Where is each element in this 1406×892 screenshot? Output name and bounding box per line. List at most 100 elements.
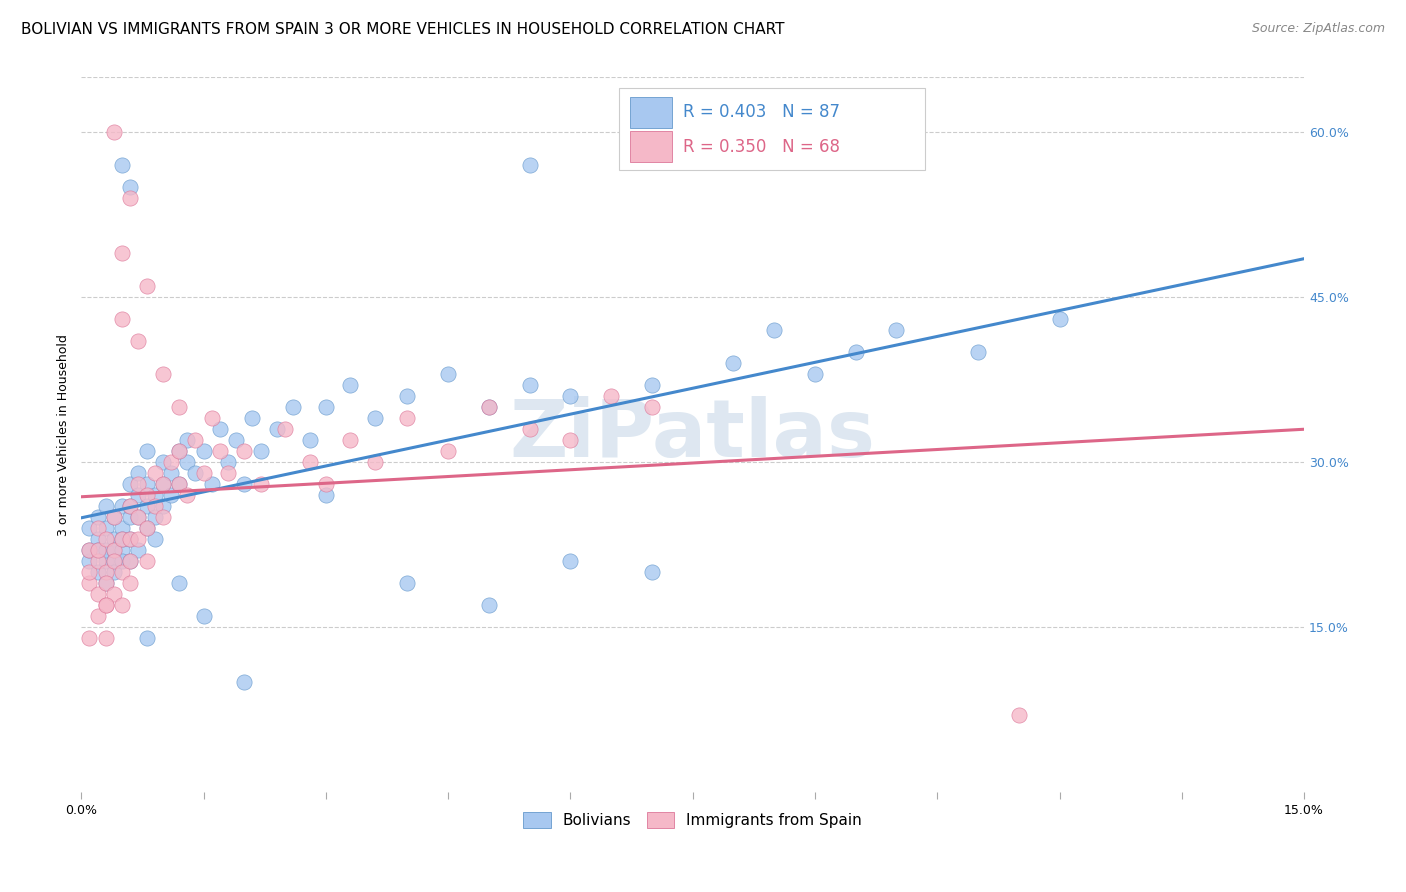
Point: [560, 554, 582, 568]
Point: [135, 279, 157, 293]
Point: [86, 532, 108, 546]
Point: [167, 477, 190, 491]
Point: [1008, 708, 1031, 723]
Point: [86, 543, 108, 558]
Point: [120, 554, 142, 568]
Point: [79, 631, 101, 645]
Point: [111, 312, 134, 326]
Point: [135, 631, 157, 645]
Point: [152, 477, 174, 491]
Y-axis label: 3 or more Vehicles in Household: 3 or more Vehicles in Household: [58, 334, 70, 535]
Point: [127, 488, 149, 502]
Point: [396, 411, 419, 425]
Point: [111, 598, 134, 612]
Point: [120, 499, 142, 513]
Point: [86, 521, 108, 535]
Text: R = 0.403   N = 87: R = 0.403 N = 87: [683, 103, 839, 121]
Point: [135, 521, 157, 535]
Point: [103, 554, 125, 568]
FancyBboxPatch shape: [630, 131, 672, 162]
Point: [437, 444, 460, 458]
Point: [152, 477, 174, 491]
Point: [79, 576, 101, 591]
Point: [201, 411, 224, 425]
Point: [364, 411, 387, 425]
Point: [111, 532, 134, 546]
Legend: Bolivians, Immigrants from Spain: Bolivians, Immigrants from Spain: [517, 806, 869, 834]
Point: [79, 543, 101, 558]
Point: [127, 543, 149, 558]
Point: [886, 323, 908, 337]
Point: [845, 345, 868, 359]
Point: [600, 389, 623, 403]
Point: [242, 411, 264, 425]
Point: [135, 554, 157, 568]
Point: [86, 543, 108, 558]
Point: [111, 554, 134, 568]
Point: [193, 444, 215, 458]
Point: [86, 609, 108, 624]
Point: [143, 488, 166, 502]
Point: [396, 389, 419, 403]
Point: [478, 401, 501, 415]
Point: [120, 532, 142, 546]
Point: [176, 433, 198, 447]
Text: ZiPatlas: ZiPatlas: [510, 396, 876, 474]
Point: [111, 565, 134, 579]
Point: [103, 510, 125, 524]
Point: [111, 158, 134, 172]
Point: [94, 499, 117, 513]
Point: [103, 565, 125, 579]
Point: [641, 565, 664, 579]
Point: [103, 510, 125, 524]
Point: [135, 477, 157, 491]
Point: [298, 455, 321, 469]
Point: [103, 543, 125, 558]
Point: [79, 521, 101, 535]
Point: [315, 401, 337, 415]
Point: [94, 631, 117, 645]
Point: [193, 466, 215, 480]
Point: [315, 477, 337, 491]
Point: [641, 378, 664, 392]
Point: [160, 466, 183, 480]
Point: [274, 422, 297, 436]
Point: [315, 488, 337, 502]
Point: [217, 455, 239, 469]
Point: [478, 598, 501, 612]
Point: [208, 444, 231, 458]
Point: [249, 477, 271, 491]
Point: [127, 466, 149, 480]
Point: [478, 401, 501, 415]
Point: [111, 532, 134, 546]
Point: [111, 543, 134, 558]
Point: [152, 510, 174, 524]
Point: [143, 532, 166, 546]
FancyBboxPatch shape: [630, 96, 672, 128]
Point: [396, 576, 419, 591]
Text: Source: ZipAtlas.com: Source: ZipAtlas.com: [1251, 22, 1385, 36]
Point: [79, 565, 101, 579]
Point: [233, 477, 256, 491]
Point: [94, 554, 117, 568]
Point: [217, 466, 239, 480]
Point: [111, 499, 134, 513]
Point: [519, 158, 541, 172]
Point: [167, 444, 190, 458]
Point: [94, 521, 117, 535]
Point: [298, 433, 321, 447]
Point: [135, 488, 157, 502]
Point: [127, 510, 149, 524]
Point: [339, 433, 361, 447]
Point: [184, 433, 207, 447]
Point: [120, 554, 142, 568]
Point: [176, 455, 198, 469]
Point: [94, 543, 117, 558]
Point: [184, 466, 207, 480]
Point: [86, 587, 108, 601]
Point: [103, 125, 125, 139]
Point: [519, 378, 541, 392]
Point: [120, 532, 142, 546]
Point: [127, 510, 149, 524]
Point: [103, 532, 125, 546]
